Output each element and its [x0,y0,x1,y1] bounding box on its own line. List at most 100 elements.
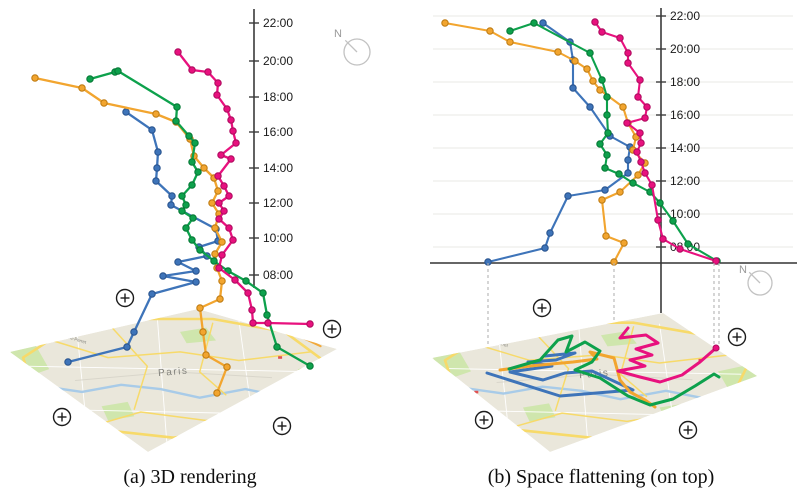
trajectory-orange-marker [554,48,562,56]
trajectory-green-marker [603,93,611,101]
time-gridlines [433,15,793,248]
trajectory-pink-marker [214,172,222,180]
zoom-handle[interactable] [322,319,342,339]
trajectory-pink-marker [215,264,223,272]
trajectory-orange-marker [199,328,207,336]
trajectory-green-marker [629,179,637,187]
trajectory-pink-marker [641,114,649,122]
trajectory-green-marker [598,76,606,84]
time-tick-label: 22:00 [670,9,700,23]
map-road [198,322,227,396]
map-base [10,309,337,452]
trajectory-pink-marker [244,289,252,297]
trajectory-orange-marker [211,250,219,258]
flat-green-line [507,334,721,407]
trajectory-orange-marker [218,277,226,285]
trajectory-green-marker [669,217,677,225]
road-shield [278,356,283,359]
map-road [496,373,693,383]
flat-orange-line [498,350,657,409]
trajectory-orange-marker [152,110,160,118]
trajectory-green-marker [263,311,271,319]
zoom-handle[interactable] [727,327,747,347]
trajectory-pink-marker [637,158,645,166]
trajectory-orange-marker [486,27,494,35]
trajectory-pink[interactable] [591,18,720,265]
trajectory-blue-marker [564,192,572,200]
zoom-handle[interactable] [272,416,292,436]
time-tick-label: 10:00 [263,231,293,245]
trajectory-green-marker [306,362,314,370]
time-tick-label: 14:00 [670,141,700,155]
zoom-handle[interactable] [115,288,135,308]
trajectory-pink-marker [623,119,631,127]
zoom-handle[interactable] [52,407,72,427]
trajectory-orange-marker [100,99,108,107]
trajectory-orange-marker [211,224,219,232]
trajectory-blue-marker [64,358,72,366]
trajectory-orange-marker [620,239,628,247]
time-tick-label: 20:00 [263,54,293,68]
trajectory-pink-marker [648,181,656,189]
time-tick-label: 12:00 [670,174,700,188]
trajectory-orange-marker [616,188,624,196]
trajectory-green[interactable] [86,67,314,370]
trajectory-green-marker [656,199,664,207]
trajectory-orange[interactable] [441,19,649,266]
flat-pink[interactable] [616,326,718,384]
trajectory-pink-marker [217,151,225,159]
trajectory-pink-marker [643,103,651,111]
trajectory-pink-marker [204,68,212,76]
compass-circle [343,38,371,66]
time-tick-label: 16:00 [670,108,700,122]
trajectory-pink-marker [659,235,667,243]
trajectory-blue[interactable] [484,19,634,266]
trajectory-blue-marker [174,258,182,266]
zoom-handle[interactable] [474,410,494,430]
compass-circle [747,270,773,296]
trajectory-blue-marker [539,19,547,27]
trajectory-pink-marker [214,79,222,87]
trajectory-green-marker [684,240,692,248]
flat-orange[interactable] [498,350,657,409]
trajectory-green-marker [182,201,190,209]
trajectory-green-marker [182,224,190,232]
trajectory-orange-marker [441,19,449,27]
time-tick-label: 10:00 [670,207,700,221]
trajectory-pink-marker [188,66,196,74]
trajectory-orange-marker [223,363,231,371]
trajectory-green-marker [601,164,609,172]
trajectory-pink-marker [231,276,239,284]
trajectory-orange-marker [619,103,627,111]
trajectory-orange-marker [196,304,204,312]
trajectory-pink-marker [174,48,182,56]
trajectory-pink-marker [229,236,237,244]
trajectory-green-marker [194,168,202,176]
trajectory-orange-marker [214,187,222,195]
trajectory-pink-marker [633,148,641,156]
trajectory-pink-marker [264,319,272,327]
trajectory-green-marker [604,129,612,137]
trajectory-green-marker [273,343,281,351]
map-road [107,322,149,410]
trajectory-pink-marker [598,28,606,36]
trajectory-pink[interactable] [174,48,314,328]
zoom-handle[interactable] [678,420,698,440]
panel-3d-rendering: Levallois-PerretParis22:0020:0018:0016:0… [10,9,371,452]
trajectory-blue-marker [569,84,577,92]
map-road [577,319,589,446]
flat-green[interactable] [507,334,721,407]
zoom-handle[interactable] [532,298,552,318]
trajectory-orange-marker [218,238,226,246]
trajectory-green-marker [603,111,611,119]
trajectory-pink-marker [634,93,642,101]
time-tick-label: 08:00 [263,268,293,282]
trajectory-orange-marker [506,38,514,46]
trajectory-green-marker [259,289,267,297]
compass-needle [748,271,761,284]
trajectory-green-marker [242,277,250,285]
trajectory-orange-marker [216,295,224,303]
trajectory-green-marker [210,257,218,265]
